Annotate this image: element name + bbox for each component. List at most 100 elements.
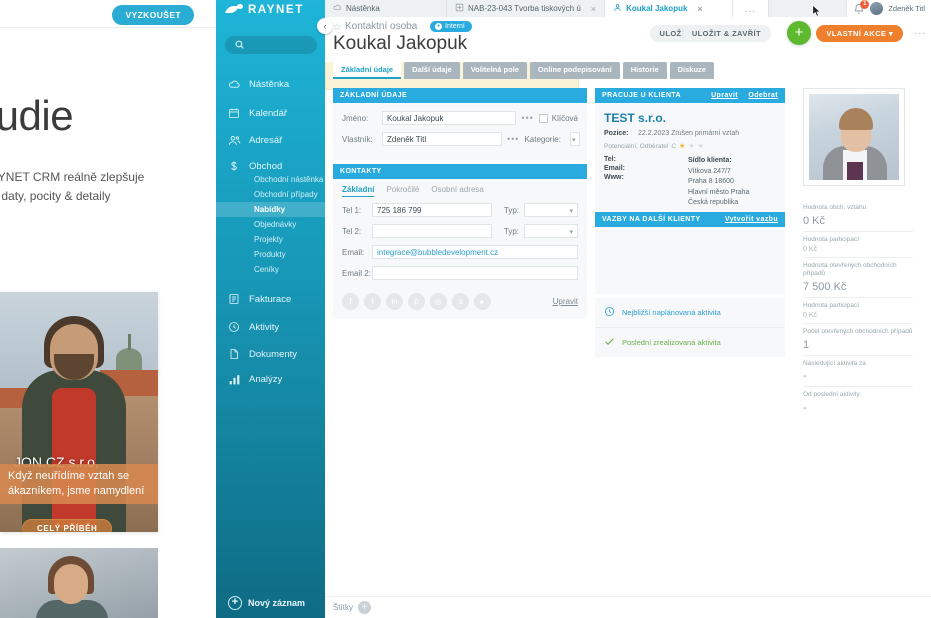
sidebar-subitem-ceniky[interactable]: Ceníky bbox=[216, 262, 325, 277]
notification-bell-icon[interactable]: 1 bbox=[853, 0, 870, 15]
key-checkbox-label: Klíčová bbox=[551, 113, 578, 123]
remove-client-link[interactable]: Odebrat bbox=[748, 92, 778, 99]
tab-online-podepisovani[interactable]: Online podepisování bbox=[529, 62, 620, 79]
stat-item: Následující aktivita za - bbox=[803, 354, 913, 387]
tel1-type-select[interactable]: ▾ bbox=[524, 203, 578, 217]
tel2-type-select[interactable]: ▾ bbox=[524, 224, 578, 238]
sidebar-collapse-icon[interactable]: ‹ bbox=[317, 18, 333, 34]
owner-input[interactable] bbox=[382, 132, 502, 146]
name-input[interactable] bbox=[382, 111, 517, 125]
twitter-icon[interactable]: t bbox=[364, 293, 381, 310]
sidebar-subitem-produkty[interactable]: Produkty bbox=[216, 247, 325, 262]
sidebar-item-analyzy[interactable]: Analýzy bbox=[216, 365, 325, 393]
case-study-card[interactable]: JON.CZ s.r.o, Když neuřídíme vztah se ák… bbox=[0, 292, 158, 532]
activity-row-completed[interactable]: Poslední zrealizovaná aktivita bbox=[595, 327, 785, 357]
search-icon bbox=[235, 40, 244, 51]
stat-item: Hodnota participací 0 Kč bbox=[803, 297, 913, 323]
sidebar-item-aktivity[interactable]: Aktivity bbox=[216, 313, 325, 341]
tab-volitelna-pole[interactable]: Volitelná pole bbox=[462, 62, 527, 79]
client-tags-row: Potenciální, Odběratel C ★ ★ ★ bbox=[604, 142, 776, 151]
linkedin-icon[interactable]: in bbox=[386, 293, 403, 310]
client-name[interactable]: TEST s.r.o. bbox=[604, 111, 667, 125]
subtab-zakladni[interactable]: Základní bbox=[342, 185, 375, 197]
sidebar-subitem-obchodni-pripady[interactable]: Obchodní případy bbox=[216, 187, 325, 202]
facebook-icon[interactable]: f bbox=[342, 293, 359, 310]
pinterest-icon[interactable]: p bbox=[408, 293, 425, 310]
owner-options-icon[interactable]: ••• bbox=[507, 134, 520, 144]
tab-historie[interactable]: Historie bbox=[622, 62, 667, 79]
case-study-card-2[interactable] bbox=[0, 548, 158, 618]
sidebar-item-fakturace[interactable]: Fakturace bbox=[216, 285, 325, 313]
sidebar-item-dokumenty[interactable]: Dokumenty bbox=[216, 340, 325, 368]
try-button[interactable]: VYZKOUŠET bbox=[112, 5, 194, 25]
tab-zakladni-udaje[interactable]: Základní údaje bbox=[333, 62, 402, 79]
category-select[interactable]: ▾ bbox=[570, 132, 581, 146]
subtab-pokrocile[interactable]: Pokročilé bbox=[386, 185, 420, 194]
email2-input[interactable] bbox=[372, 266, 578, 280]
activity-row-planned[interactable]: Nejbližší naplánovaná aktivita bbox=[595, 298, 785, 327]
sidebar-subitem-label: Nabídky bbox=[254, 205, 286, 214]
create-link-link[interactable]: Vytvořit vazbu bbox=[724, 216, 778, 223]
stat-label: Hodnota obch. vztahu bbox=[803, 204, 867, 211]
stat-item: Hodnota obch. vztahu 0 Kč bbox=[803, 200, 913, 231]
photo-hair bbox=[839, 108, 873, 130]
tel1-input[interactable] bbox=[372, 203, 492, 217]
favorite-star-icon[interactable]: ☆ bbox=[333, 22, 342, 33]
edit-contacts-link[interactable]: Upravit bbox=[552, 297, 578, 306]
sidebar-subitem-projekty[interactable]: Projekty bbox=[216, 232, 325, 247]
edit-client-link[interactable]: Upravit bbox=[711, 92, 738, 99]
add-button[interactable]: + bbox=[787, 21, 811, 45]
save-and-close-button[interactable]: ULOŽIT & ZAVŘÍT bbox=[681, 25, 771, 42]
record-header: ☆ Kontaktní osoba ● Interní Koukal Jakop… bbox=[325, 17, 931, 62]
sidebar-subitem-label: Projekty bbox=[254, 235, 283, 244]
tab-nastenka[interactable]: Nástěnka bbox=[325, 0, 447, 17]
background-subtext-line2: o s daty, pocity & detaily bbox=[0, 188, 111, 203]
owner-label: Vlastník: bbox=[342, 134, 373, 144]
full-story-button[interactable]: CELÝ PŘÍBĚH bbox=[22, 519, 113, 532]
raynet-logo-icon bbox=[225, 4, 244, 16]
star-empty-icon: ★ bbox=[688, 143, 695, 150]
sidebar-item-obchod[interactable]: Obchod bbox=[216, 152, 325, 180]
skype-icon[interactable]: s bbox=[452, 293, 469, 310]
inner-tab-bar: Základní údaje Další údaje Volitelná pol… bbox=[333, 62, 714, 79]
tab-dalsi-udaje[interactable]: Další údaje bbox=[404, 62, 460, 79]
close-icon[interactable]: × bbox=[590, 3, 597, 14]
tab-nabidka[interactable]: NAB-23-043 Tvorba tiskových ú × bbox=[447, 0, 606, 17]
custom-action-button[interactable]: VLASTNÍ AKCE ▾ bbox=[816, 25, 903, 42]
avatar[interactable] bbox=[870, 2, 884, 15]
name-options-icon[interactable]: ••• bbox=[521, 113, 534, 123]
checkbox-box[interactable] bbox=[538, 113, 548, 123]
tab-koukal-jakopuk[interactable]: Koukal Jakopuk × bbox=[605, 0, 734, 17]
sidebar-item-label: Aktivity bbox=[249, 321, 280, 333]
client-panel: PRACUJE U KLIENTA Upravit Odebrat TEST s… bbox=[595, 88, 785, 217]
contact-photo-frame[interactable] bbox=[803, 88, 905, 186]
sidebar-item-adresar[interactable]: Adresář bbox=[216, 126, 325, 154]
key-checkbox[interactable]: Klíčová bbox=[538, 113, 578, 123]
more-options-icon[interactable]: ... bbox=[914, 26, 926, 37]
new-record-button[interactable]: + Nový záznam bbox=[216, 596, 325, 610]
sidebar-search-input[interactable] bbox=[225, 36, 317, 54]
document-icon bbox=[228, 348, 241, 361]
address-line: Hlavní město Praha bbox=[688, 188, 750, 196]
raynet-logo[interactable]: RAYNET bbox=[225, 4, 304, 16]
person2-body bbox=[36, 600, 108, 618]
tab-overflow-button[interactable]: ... bbox=[733, 0, 769, 17]
close-icon[interactable]: × bbox=[697, 3, 703, 14]
instagram-icon[interactable]: ◎ bbox=[430, 293, 447, 310]
sidebar-item-nastenka[interactable]: Nástěnka bbox=[216, 70, 325, 98]
tab-diskuze[interactable]: Diskuze bbox=[669, 62, 714, 79]
background-subtext: RAYNET CRM reálně zlepšuje o s daty, poc… bbox=[0, 168, 216, 205]
email-input[interactable] bbox=[372, 245, 578, 259]
sidebar-subitem-nabidky[interactable]: Nabídky bbox=[216, 202, 325, 217]
sidebar-subitem-obchodni-nastenka[interactable]: Obchodní nástěnka bbox=[216, 172, 325, 187]
client-www-row: Www: bbox=[604, 174, 674, 181]
sidebar-subitem-objednavky[interactable]: Objednávky bbox=[216, 217, 325, 232]
raynet-logo-text: RAYNET bbox=[248, 4, 304, 16]
sidebar-item-kalendar[interactable]: Kalendář bbox=[216, 99, 325, 127]
tab-label: Historie bbox=[630, 65, 659, 74]
youtube-icon[interactable]: ▸ bbox=[474, 293, 491, 310]
tel2-input[interactable] bbox=[372, 224, 492, 238]
subtab-osobni-adresa[interactable]: Osobní adresa bbox=[431, 185, 484, 194]
address-title: Sídlo klienta: bbox=[688, 157, 732, 164]
add-tag-button[interactable]: + bbox=[358, 601, 372, 614]
